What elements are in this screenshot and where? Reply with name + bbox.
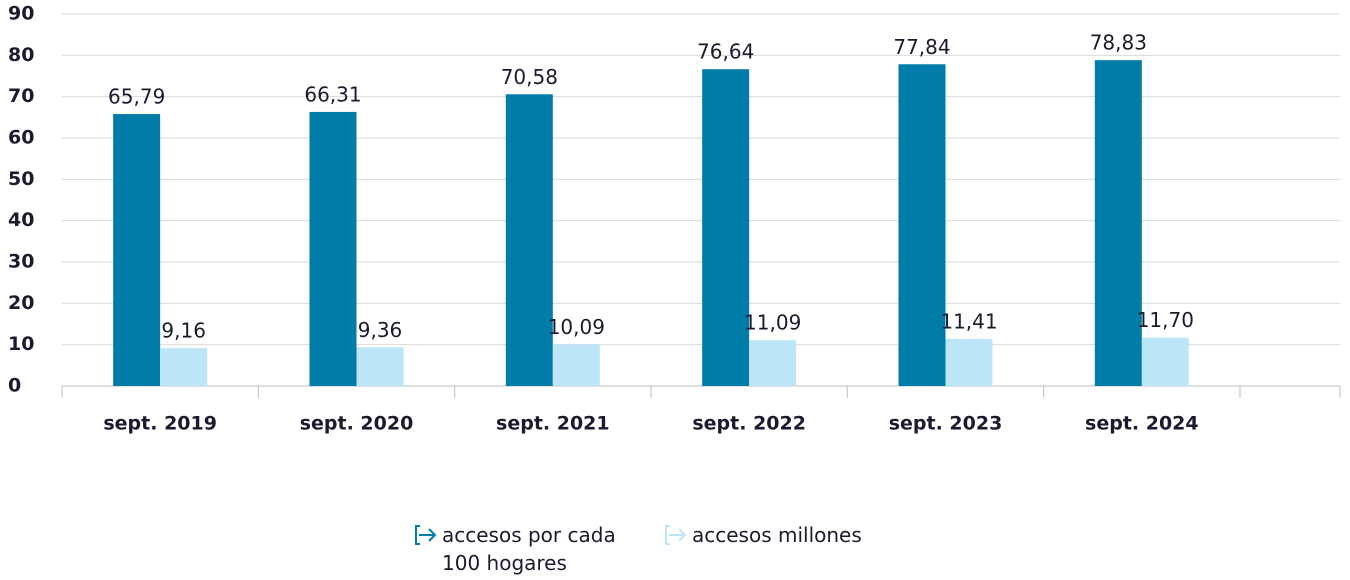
y-tick-label: 90 bbox=[8, 3, 34, 25]
bar bbox=[160, 348, 208, 386]
y-tick-label: 20 bbox=[8, 292, 34, 314]
value-label: 11,70 bbox=[1137, 308, 1194, 332]
legend-label: accesos millones bbox=[692, 523, 862, 547]
bar bbox=[552, 344, 600, 386]
chart: 0 10 20 30 40 50 60 70 80 90 sept. 2019 65,79 9,16 se… bbox=[8, 3, 1341, 435]
value-label: 77,84 bbox=[893, 35, 950, 59]
value-label: 78,83 bbox=[1090, 31, 1147, 55]
value-label: 76,64 bbox=[697, 40, 754, 64]
bar bbox=[505, 94, 553, 386]
bar bbox=[898, 64, 946, 387]
x-tick-label: sept. 2019 bbox=[103, 413, 217, 435]
value-label: 9,36 bbox=[358, 318, 403, 342]
y-tick-label: 0 bbox=[8, 375, 21, 397]
value-label: 70,58 bbox=[501, 65, 558, 89]
value-label: 11,41 bbox=[940, 309, 997, 333]
legend-icon bbox=[665, 525, 687, 545]
bar bbox=[1141, 337, 1189, 386]
x-tick-label: sept. 2021 bbox=[496, 413, 610, 435]
y-tick-label: 80 bbox=[8, 44, 34, 66]
value-label: 11,09 bbox=[744, 311, 801, 335]
legend: accesos por cada 100 hogares accesos mill… bbox=[414, 523, 862, 577]
y-tick-label: 70 bbox=[8, 85, 34, 107]
bar bbox=[702, 69, 750, 386]
x-tick-label: sept. 2024 bbox=[1085, 413, 1199, 435]
value-label: 9,16 bbox=[161, 319, 206, 343]
y-tick-label: 50 bbox=[8, 168, 34, 190]
legend-item: accesos millones bbox=[664, 523, 862, 577]
y-tick-label: 40 bbox=[8, 209, 34, 231]
legend-icon bbox=[415, 525, 437, 545]
legend-item: accesos por cada 100 hogares bbox=[414, 523, 650, 577]
bar bbox=[113, 114, 161, 387]
x-tick-label: sept. 2023 bbox=[889, 413, 1003, 435]
bar bbox=[309, 111, 357, 386]
bar bbox=[1094, 60, 1142, 386]
bar bbox=[749, 340, 797, 386]
value-label: 66,31 bbox=[304, 82, 361, 106]
y-tick-label: 10 bbox=[8, 333, 34, 355]
y-tick-label: 60 bbox=[8, 127, 34, 149]
x-tick-label: sept. 2020 bbox=[300, 413, 414, 435]
value-label: 10,09 bbox=[548, 315, 605, 339]
value-label: 65,79 bbox=[108, 85, 165, 109]
bar bbox=[945, 338, 993, 386]
bar bbox=[356, 347, 404, 386]
x-tick-label: sept. 2022 bbox=[692, 413, 806, 435]
legend-label: accesos por cada 100 hogares bbox=[442, 523, 616, 575]
y-tick-label: 30 bbox=[8, 251, 34, 273]
